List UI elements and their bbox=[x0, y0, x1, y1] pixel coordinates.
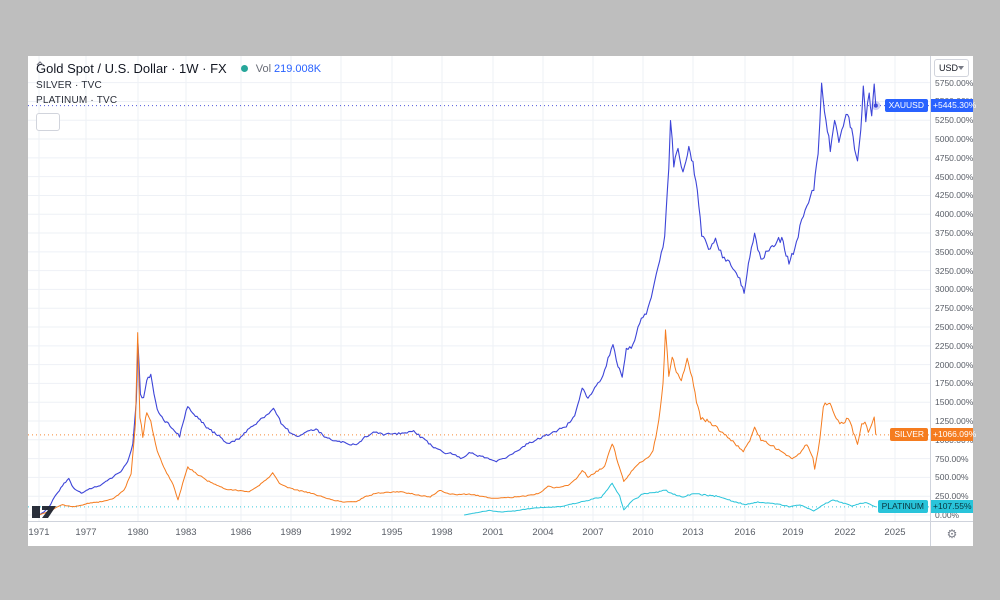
last-value-dot bbox=[873, 103, 878, 108]
chart-window: Gold Spot / U.S. Dollar · 1W · FX Vol 21… bbox=[28, 56, 977, 546]
price-axis-label: 4500.00% bbox=[935, 171, 974, 182]
price-axis-label: 2750.00% bbox=[935, 303, 974, 314]
legend: Gold Spot / U.S. Dollar · 1W · FX Vol 21… bbox=[36, 61, 321, 131]
price-axis-label: 1250.00% bbox=[935, 416, 974, 426]
series-label-xauusd: XAUUSD bbox=[884, 99, 928, 113]
price-axis-label: 1500.00% bbox=[935, 397, 974, 408]
price-axis-label: 0.00% bbox=[935, 510, 960, 520]
time-axis-label: 1995 bbox=[381, 527, 403, 538]
time-axis-label: 2013 bbox=[682, 527, 704, 538]
time-axis-label: 2025 bbox=[884, 527, 906, 538]
compare-symbol-silver[interactable]: SILVER · TVC bbox=[36, 80, 102, 91]
time-axis-label: 2016 bbox=[734, 527, 756, 538]
currency-selector-value: USD bbox=[939, 63, 959, 73]
price-axis-label: 250.00% bbox=[935, 491, 969, 502]
time-axis-label: 1992 bbox=[330, 527, 352, 538]
time-axis-label: 1977 bbox=[75, 527, 97, 538]
price-axis-label: 750.00% bbox=[935, 453, 969, 464]
chart-canvas[interactable] bbox=[28, 56, 930, 521]
chart-plot-area[interactable]: Gold Spot / U.S. Dollar · 1W · FX Vol 21… bbox=[28, 56, 930, 521]
series-label-platinum: PLATINUM bbox=[877, 500, 928, 514]
chevron-down-icon bbox=[958, 66, 965, 70]
time-axis-label: 1998 bbox=[431, 527, 453, 538]
price-axis-label: 500.00% bbox=[935, 472, 969, 483]
time-axis-label: 1986 bbox=[230, 527, 252, 538]
legend-collapse-button[interactable] bbox=[36, 61, 60, 131]
chevron-up-icon bbox=[36, 61, 44, 66]
price-axis-label: 2250.00% bbox=[935, 340, 974, 351]
axis-corner: ⚙ bbox=[930, 521, 973, 546]
series-label-silver: SILVER bbox=[890, 428, 928, 442]
price-axis-label: 4750.00% bbox=[935, 152, 974, 163]
series-line-silver[interactable] bbox=[38, 329, 877, 516]
series-line-platinum[interactable] bbox=[464, 482, 876, 516]
price-badge-xauusd: +5445.30% bbox=[931, 99, 977, 113]
price-axis-label: 3000.00% bbox=[935, 284, 974, 295]
time-axis-label: 2010 bbox=[632, 527, 654, 538]
price-axis-label: 3750.00% bbox=[935, 228, 974, 239]
price-axis-label: 3250.00% bbox=[935, 265, 974, 276]
series-line-xauusd[interactable] bbox=[38, 82, 877, 516]
time-axis-label: 2022 bbox=[834, 527, 856, 538]
time-axis-label: 2001 bbox=[482, 527, 504, 538]
price-axis[interactable]: USD +5445.30% +1066.09% +107.55% 0.00% 25… bbox=[930, 56, 977, 521]
time-axis-label: 2004 bbox=[532, 527, 554, 538]
price-axis-label: 5000.00% bbox=[935, 134, 974, 145]
time-axis-label: 2019 bbox=[782, 527, 804, 538]
price-axis-label: 1750.00% bbox=[935, 378, 974, 389]
currency-selector[interactable]: USD bbox=[934, 59, 969, 77]
volume-label: Vol bbox=[255, 62, 272, 75]
time-axis-label: 1980 bbox=[127, 527, 149, 538]
volume-value: 219.008K bbox=[274, 62, 322, 75]
time-axis-label: 2007 bbox=[582, 527, 604, 538]
time-axis-label: 1989 bbox=[280, 527, 302, 538]
time-axis-label: 1971 bbox=[28, 527, 50, 538]
price-axis-label: 5250.00% bbox=[935, 115, 974, 126]
time-axis[interactable]: 1971 1977 1980 1983 1986 1989 1992 1995 1998 2001… bbox=[28, 521, 930, 546]
price-axis-label: 2500.00% bbox=[935, 322, 974, 333]
price-axis-label: 3500.00% bbox=[935, 246, 974, 257]
symbol-title[interactable]: Gold Spot / U.S. Dollar · 1W · FX bbox=[36, 61, 227, 76]
price-axis-label: 4250.00% bbox=[935, 190, 974, 201]
time-axis-label: 1983 bbox=[175, 527, 197, 538]
price-axis-label: 4000.00% bbox=[935, 209, 974, 220]
price-badge-silver: +1066.09% bbox=[931, 428, 977, 442]
compare-symbol-platinum[interactable]: PLATINUM · TVC bbox=[36, 95, 118, 106]
settings-gear-icon[interactable]: ⚙ bbox=[946, 527, 958, 541]
price-axis-label: 2000.00% bbox=[935, 359, 974, 370]
market-status-icon bbox=[240, 65, 248, 72]
price-axis-label: 5750.00% bbox=[935, 77, 974, 88]
price-badge-platinum: +107.55% bbox=[931, 500, 973, 514]
